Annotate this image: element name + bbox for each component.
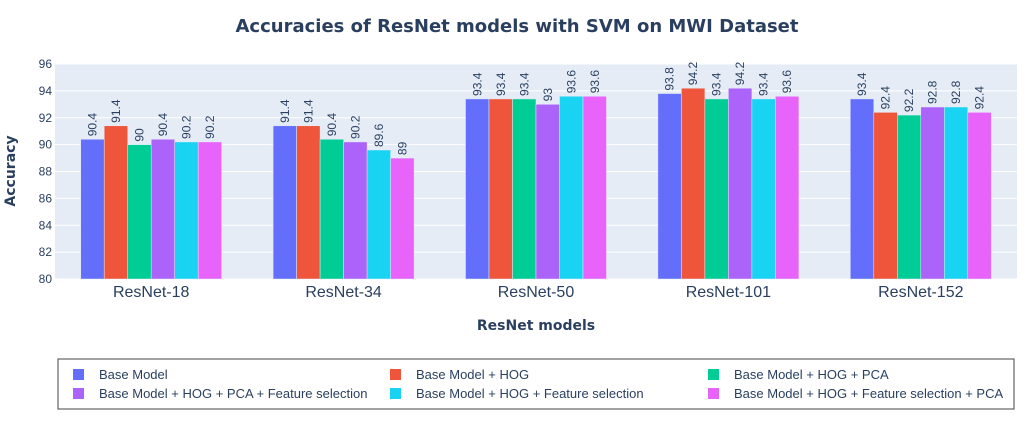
- legend-swatch: [708, 388, 719, 399]
- bar: [465, 98, 490, 280]
- legend-swatch: [73, 369, 84, 380]
- bar: [80, 139, 105, 280]
- data-label: 92.4: [973, 86, 987, 110]
- legend-label: Base Model: [99, 367, 168, 382]
- data-label: 93.4: [517, 72, 531, 96]
- data-label: 93.4: [494, 72, 508, 96]
- bar: [897, 114, 922, 280]
- data-label: 93.6: [780, 70, 794, 94]
- data-label: 93.4: [470, 72, 484, 96]
- bar: [296, 125, 321, 280]
- y-tick-label: 96: [39, 57, 53, 71]
- bar: [582, 96, 607, 280]
- bar: [535, 104, 560, 280]
- bar: [150, 139, 175, 280]
- bar: [103, 125, 128, 280]
- data-label: 93: [541, 88, 555, 102]
- bar: [873, 112, 898, 280]
- data-label: 92.8: [926, 80, 940, 104]
- data-labels: 90.4 91.4 90 90.4 90.2 90.2 91.4 91.4 90.4 90.2 89…: [85, 62, 986, 156]
- y-axis-ticks: 80 82 84 86 88 90 92 94 96: [39, 57, 53, 286]
- data-label: 90.4: [156, 113, 170, 137]
- data-label: 90.4: [85, 113, 99, 137]
- y-axis-title: Accuracy: [3, 135, 19, 206]
- x-axis-title: ResNet models: [477, 318, 595, 334]
- y-tick-label: 86: [39, 191, 53, 205]
- bar: [127, 144, 152, 280]
- data-label: 92.8: [949, 80, 963, 104]
- legend: Base Model Base Model + HOG Base Model + H…: [57, 358, 1015, 410]
- data-label: 91.4: [278, 99, 292, 123]
- legend-label: Base Model + HOG + PCA + Feature selecti…: [99, 386, 367, 401]
- y-tick-label: 82: [39, 245, 53, 259]
- y-tick-label: 92: [39, 111, 53, 125]
- x-tick-label: ResNet-34: [305, 284, 382, 301]
- bar: [343, 141, 368, 280]
- legend-label: Base Model + HOG + PCA: [734, 367, 889, 382]
- data-label: 92.4: [879, 86, 893, 110]
- bar: [944, 106, 969, 280]
- bar: [272, 125, 297, 280]
- data-label: 90.2: [348, 115, 362, 139]
- bar: [319, 139, 344, 280]
- bar: [728, 87, 753, 280]
- bars: [80, 87, 992, 280]
- bar: [967, 112, 992, 280]
- bar: [197, 141, 222, 280]
- x-axis-ticks: ResNet-18 ResNet-34 ResNet-50 ResNet-101 Res…: [113, 284, 964, 301]
- bar: [920, 106, 945, 280]
- legend-swatch: [73, 388, 84, 399]
- data-label: 93.6: [588, 70, 602, 94]
- x-tick-label: ResNet-18: [113, 284, 190, 301]
- legend-label: Base Model + HOG: [416, 367, 529, 382]
- x-tick-label: ResNet-50: [498, 284, 575, 301]
- data-label: 90.2: [203, 115, 217, 139]
- data-label: 91.4: [109, 99, 123, 123]
- bar: [366, 149, 391, 280]
- legend-swatch: [708, 369, 719, 380]
- legend-swatch: [390, 369, 401, 380]
- bar: [559, 96, 584, 280]
- data-label: 94.2: [733, 62, 747, 86]
- data-label: 94.2: [686, 62, 700, 86]
- y-tick-label: 88: [39, 165, 53, 179]
- y-tick-label: 94: [39, 84, 53, 98]
- x-tick-label: ResNet-101: [686, 284, 771, 301]
- bar: [174, 141, 199, 280]
- data-label: 92.2: [902, 88, 916, 112]
- data-label: 93.6: [564, 70, 578, 94]
- data-label: 93.4: [757, 72, 771, 96]
- chart-title: Accuracies of ResNet models with SVM on …: [236, 16, 799, 37]
- y-tick-label: 84: [39, 218, 53, 232]
- legend-swatch: [390, 388, 401, 399]
- data-label: 90.2: [179, 115, 193, 139]
- bar: [850, 98, 875, 280]
- bar: [657, 93, 682, 280]
- data-label: 91.4: [301, 99, 315, 123]
- data-label: 89: [395, 141, 409, 155]
- legend-label: Base Model + HOG + Feature selection + P…: [734, 386, 1003, 401]
- data-label: 89.6: [372, 123, 386, 147]
- legend-label: Base Model + HOG + Feature selection: [416, 386, 644, 401]
- y-tick-label: 90: [39, 138, 53, 152]
- data-label: 93.4: [855, 72, 869, 96]
- bar: [704, 98, 729, 280]
- bar: [775, 96, 800, 280]
- data-label: 90: [132, 128, 146, 142]
- bar: [751, 98, 776, 280]
- bar: [681, 87, 706, 280]
- bar: [390, 157, 415, 280]
- data-label: 93.4: [710, 72, 724, 96]
- y-tick-label: 80: [39, 272, 53, 286]
- data-label: 93.8: [663, 67, 677, 91]
- bar: [488, 98, 513, 280]
- legend-box: [57, 358, 1015, 410]
- bar: [512, 98, 537, 280]
- data-label: 90.4: [325, 113, 339, 137]
- x-tick-label: ResNet-152: [878, 284, 963, 301]
